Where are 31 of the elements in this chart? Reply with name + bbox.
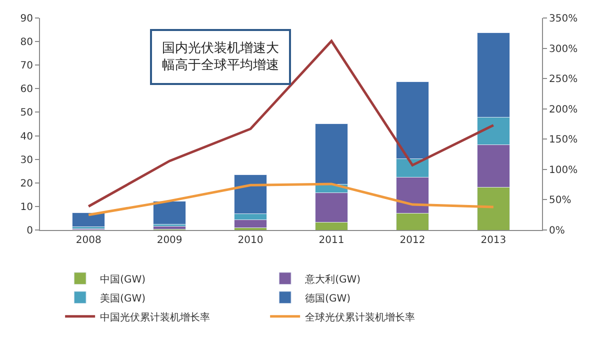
y-tick-label: 90 [20, 14, 33, 24]
y-tick-label: 70 [20, 60, 33, 72]
y2-tick-label: 200% [549, 104, 578, 116]
x-tick-label: 2008 [76, 235, 102, 246]
x-tick-label: 2012 [400, 235, 426, 246]
x-tick-label: 2010 [238, 235, 264, 246]
y2-tick-label: 0% [549, 226, 565, 236]
legend-label: 德国(GW) [305, 293, 351, 304]
y2-tick-label: 50% [549, 195, 572, 206]
y-tick-label: 40 [20, 131, 33, 142]
y-tick-label: 60 [20, 84, 33, 96]
x-tick-label: 2013 [480, 235, 506, 246]
y2-tick-label: 100% [549, 164, 578, 176]
y2-tick-label: 350% [549, 14, 578, 24]
y2-tick-label: 300% [549, 44, 578, 55]
y-tick-label: 0 [26, 226, 33, 236]
legend-label: 意大利(GW) [304, 273, 361, 286]
y-tick-label: 10 [20, 202, 33, 213]
y-tick-label: 30 [20, 154, 33, 166]
y-tick-label: 80 [20, 37, 33, 48]
y2-tick-label: 250% [549, 74, 578, 86]
y-tick-label: 20 [20, 178, 33, 190]
legend-label: 美国(GW) [100, 292, 146, 304]
legend-label: 全球光伏累计装机增长率 [305, 311, 416, 324]
annotation: 国内光伏装机增速大幅高于全球平均增速 [162, 41, 279, 73]
y-tick-label: 50 [20, 108, 33, 119]
x-tick-label: 2011 [318, 235, 344, 246]
legend-label: 中国(GW) [100, 273, 146, 286]
y2-tick-label: 150% [549, 134, 578, 146]
x-tick-label: 2009 [156, 235, 182, 246]
legend-label: 中国光伏累计装机增长率 [100, 311, 210, 324]
